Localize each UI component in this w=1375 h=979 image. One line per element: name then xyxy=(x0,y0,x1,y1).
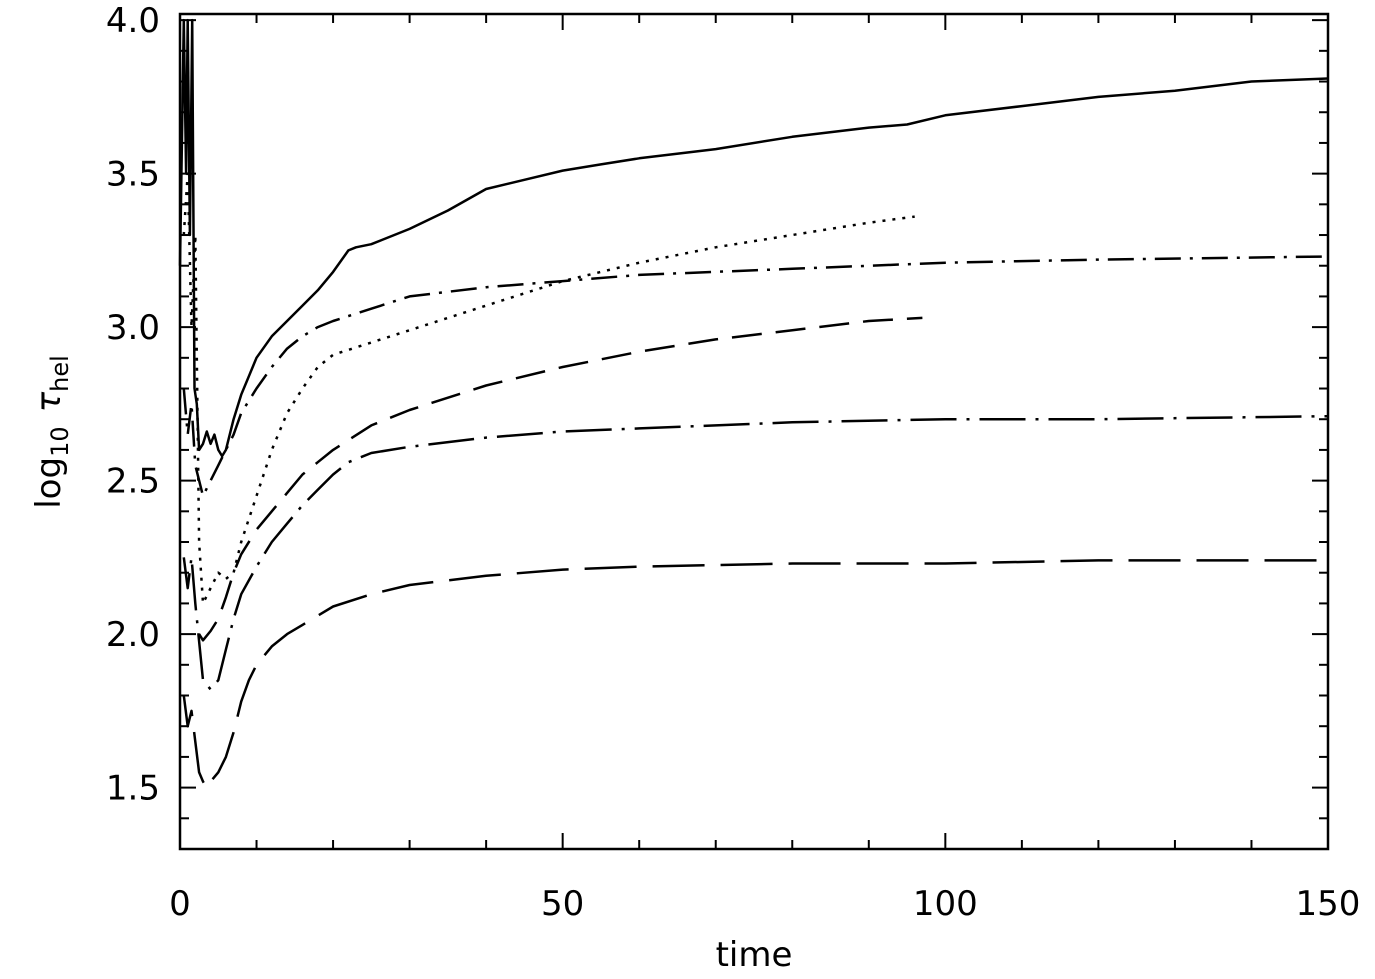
y-tick-label: 2.0 xyxy=(106,615,160,655)
y-tick-label: 3.0 xyxy=(106,308,160,348)
series-group xyxy=(178,18,1329,789)
x-tick-label: 100 xyxy=(913,884,978,924)
series-line-6-long-dash xyxy=(182,559,1328,789)
y-tick-label: 2.5 xyxy=(106,462,160,502)
series-line-4-dashed xyxy=(198,316,923,642)
tick-labels: 0 50 100 150 1.5 2.0 2.5 3.0 3.5 4.0 xyxy=(106,1,1361,924)
plot-frame xyxy=(178,12,1330,851)
axis-ticks xyxy=(179,14,1329,850)
x-tick-label: 150 xyxy=(1296,884,1361,924)
series-line-5-long-dash-dot xyxy=(182,414,1329,691)
series-line-3-dash-dot xyxy=(182,255,1329,498)
series-line-2-dotted xyxy=(182,172,915,605)
series-line-1-solid xyxy=(178,18,1329,458)
y-tick-label: 4.0 xyxy=(106,1,160,41)
y-tick-label: 3.5 xyxy=(106,155,160,195)
x-axis-title: time xyxy=(716,935,793,975)
y-tick-label: 1.5 xyxy=(106,769,160,809)
y-axis-title: log10τhel xyxy=(29,355,74,509)
x-tick-label: 50 xyxy=(541,884,584,924)
x-tick-label: 0 xyxy=(169,884,191,924)
